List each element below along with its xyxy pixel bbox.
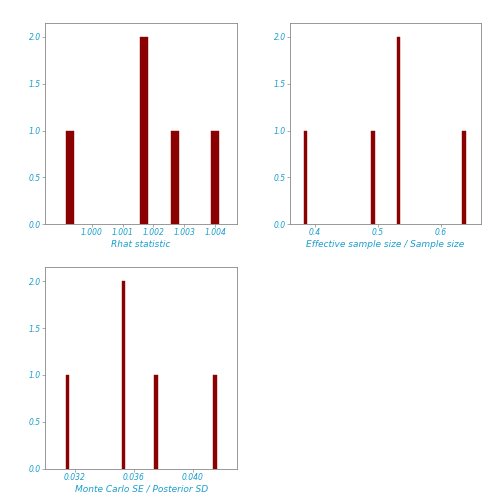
Bar	[213, 375, 217, 469]
Bar	[66, 131, 74, 224]
Bar	[171, 131, 179, 224]
X-axis label: Rhat statistic: Rhat statistic	[111, 240, 171, 249]
X-axis label: Monte Carlo SE / Posterior SD: Monte Carlo SE / Posterior SD	[75, 485, 208, 493]
Bar	[303, 131, 307, 224]
Bar	[463, 131, 466, 224]
Bar	[140, 37, 148, 224]
Bar	[121, 281, 125, 469]
Bar	[154, 375, 158, 469]
Bar	[371, 131, 375, 224]
Bar	[66, 375, 70, 469]
Bar	[211, 131, 219, 224]
X-axis label: Effective sample size / Sample size: Effective sample size / Sample size	[306, 240, 465, 249]
Bar	[397, 37, 400, 224]
